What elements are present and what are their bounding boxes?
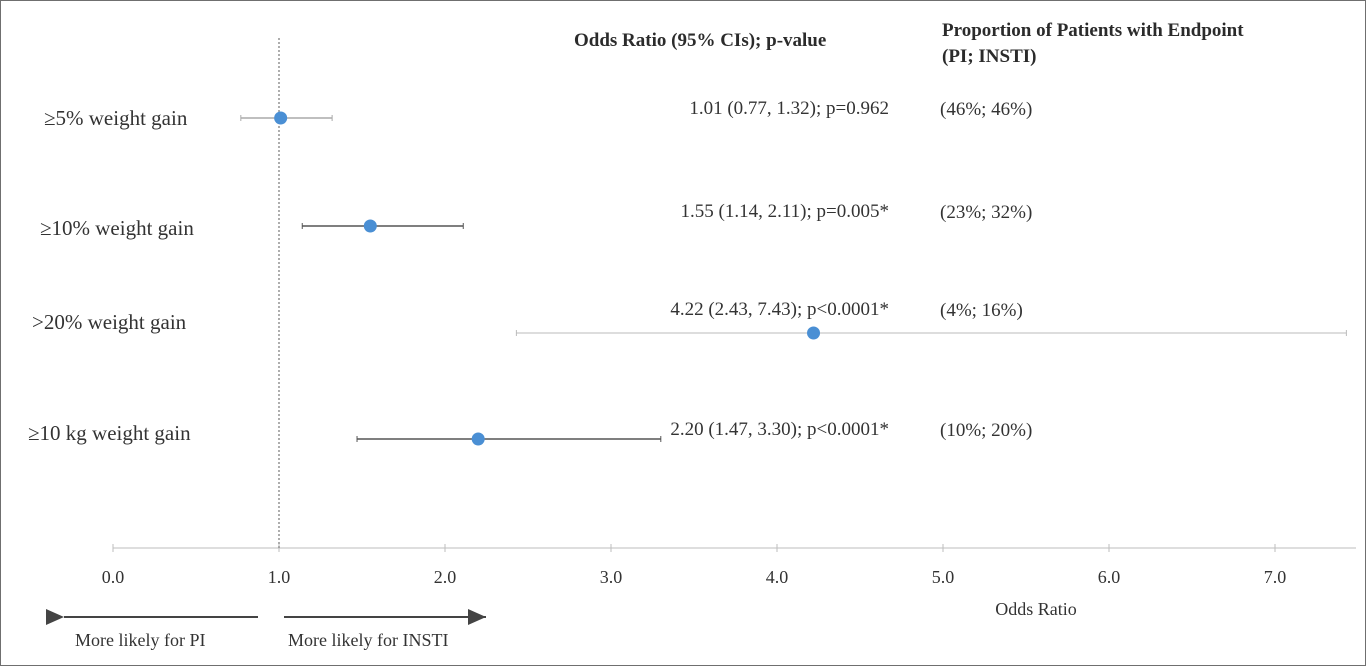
x-axis-label: Odds Ratio <box>995 599 1077 619</box>
proportion-column-header-line1: Proportion of Patients with Endpoint <box>942 20 1244 41</box>
row-label: ≥10% weight gain <box>40 216 194 240</box>
x-axis-ticks: 0.0 1.0 2.0 3.0 4.0 5.0 6.0 7.0 <box>102 544 1287 587</box>
row-label: ≥10 kg weight gain <box>28 421 191 445</box>
x-tick-label: 0.0 <box>102 567 125 587</box>
direction-label-left: More likely for PI <box>75 630 205 650</box>
x-tick-label: 1.0 <box>268 567 291 587</box>
x-tick-label: 7.0 <box>1264 567 1287 587</box>
proportion-annotation: (46%; 46%) <box>940 99 1032 120</box>
x-tick-label: 3.0 <box>600 567 623 587</box>
odds-ratio-point <box>807 326 821 340</box>
row-label: >20% weight gain <box>32 310 187 334</box>
odds-ratio-point <box>363 219 377 233</box>
direction-label-right: More likely for INSTI <box>288 630 448 650</box>
proportion-annotation: (10%; 20%) <box>940 420 1032 441</box>
or-ci-annotation: 4.22 (2.43, 7.43); p<0.0001* <box>670 299 889 320</box>
proportion-annotation: (4%; 16%) <box>940 300 1023 321</box>
or-ci-annotation: 1.01 (0.77, 1.32); p=0.962 <box>689 98 889 119</box>
proportion-column-header-line2: (PI; INSTI) <box>942 46 1036 67</box>
or-ci-annotation: 1.55 (1.14, 2.11); p=0.005* <box>681 201 889 222</box>
proportion-annotation: (23%; 32%) <box>940 202 1032 223</box>
x-tick-label: 2.0 <box>434 567 457 587</box>
row-label: ≥5% weight gain <box>44 106 188 130</box>
x-tick-label: 5.0 <box>932 567 955 587</box>
or-ci-annotation: 2.20 (1.47, 3.30); p<0.0001* <box>670 419 889 440</box>
odds-ratio-point <box>274 111 288 125</box>
x-tick-label: 4.0 <box>766 567 789 587</box>
odds-ratio-point <box>471 432 485 446</box>
forest-rows: ≥5% weight gain 1.01 (0.77, 1.32); p=0.96… <box>28 98 1347 446</box>
or-column-header: Odds Ratio (95% CIs); p-value <box>574 30 826 51</box>
x-tick-label: 6.0 <box>1098 567 1121 587</box>
